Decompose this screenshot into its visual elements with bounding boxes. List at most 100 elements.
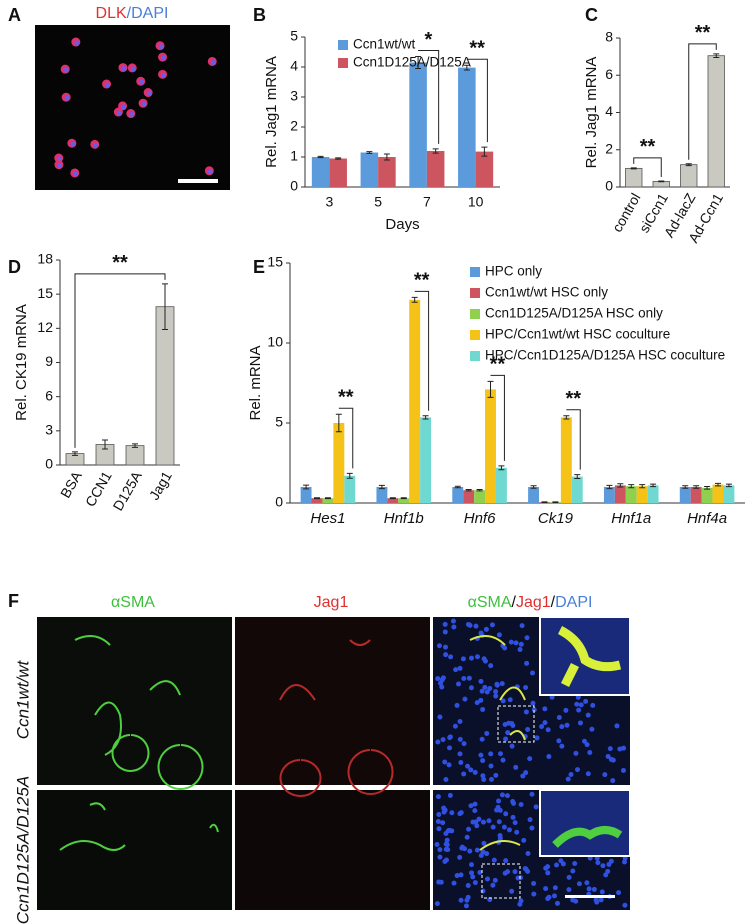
nucleus: [457, 736, 463, 742]
nucleus: [574, 701, 580, 707]
nucleus: [444, 837, 450, 843]
nucleus: [443, 776, 449, 782]
nucleus: [489, 776, 495, 782]
significance-bracket: [414, 290, 430, 411]
nucleus: [483, 626, 489, 632]
nucleus: [564, 722, 570, 728]
nucleus: [523, 770, 529, 776]
micrograph: [37, 617, 232, 785]
nucleus: [161, 55, 167, 61]
nucleus: [505, 869, 511, 875]
y-tick-label: 8: [605, 29, 613, 45]
nucleus: [523, 709, 529, 715]
nucleus: [503, 736, 509, 742]
nucleus: [456, 681, 462, 687]
significance-bracket: [688, 43, 717, 160]
nucleus: [598, 897, 604, 903]
error-bar: [335, 413, 342, 433]
error-bar: [713, 53, 720, 59]
nucleus: [525, 726, 531, 732]
nucleus: [437, 714, 443, 720]
nucleus: [481, 776, 487, 782]
nucleus: [545, 864, 551, 870]
nucleus: [437, 847, 443, 853]
bar: [333, 423, 345, 503]
significance-bracket: [418, 50, 440, 144]
nucleus: [467, 622, 473, 628]
nucleus: [121, 104, 127, 110]
bar: [614, 485, 626, 503]
nucleus: [519, 623, 525, 629]
y-tick-label: 1: [290, 148, 298, 164]
bar: [409, 62, 427, 187]
merge-signal: [469, 635, 526, 851]
nucleus: [441, 809, 447, 815]
nucleus: [531, 891, 537, 897]
bar: [378, 157, 396, 187]
nucleus: [469, 862, 475, 868]
nucleus: [518, 875, 524, 881]
bar: [344, 475, 356, 503]
error-bar: [704, 486, 711, 490]
nucleus: [545, 727, 551, 733]
nucleus: [554, 862, 560, 868]
nucleus: [529, 825, 535, 831]
nucleus: [458, 872, 464, 878]
panel-letter: E: [253, 257, 265, 277]
nucleus: [210, 59, 216, 65]
x-tick-label: Ck19: [538, 510, 574, 527]
x-tick-label: Jag1: [146, 468, 175, 502]
micrograph: [235, 790, 430, 910]
bar: [625, 167, 643, 188]
nucleus: [576, 707, 582, 713]
bar: [426, 151, 445, 187]
nucleus: [517, 647, 523, 653]
error-bar: [487, 380, 494, 398]
nucleus: [459, 845, 465, 851]
x-tick-label: 7: [423, 194, 431, 210]
y-tick-label: 6: [605, 66, 613, 82]
nucleus: [452, 723, 458, 729]
nucleus: [509, 888, 515, 894]
error-bar: [132, 443, 138, 448]
nucleus: [488, 763, 494, 769]
significance-label: **: [338, 386, 354, 408]
nucleus: [447, 745, 453, 751]
error-bar: [422, 415, 429, 420]
nucleus: [620, 767, 626, 773]
y-tick-label: 4: [290, 58, 298, 74]
nucleus: [508, 639, 514, 645]
significance-bracket: [490, 374, 505, 461]
nucleus: [461, 676, 467, 682]
nucleus: [563, 707, 569, 713]
nucleus: [503, 858, 509, 864]
nucleus: [499, 681, 505, 687]
bar: [322, 498, 334, 503]
significance-label: **: [566, 388, 582, 410]
nucleus: [500, 698, 506, 704]
nucleus: [146, 91, 152, 97]
error-bar: [693, 485, 700, 489]
error-bar: [639, 484, 646, 489]
nucleus: [591, 886, 597, 892]
nucleus: [489, 622, 495, 628]
bar: [376, 487, 388, 503]
bar: [387, 498, 399, 503]
nucleus: [533, 804, 539, 810]
error-bar: [552, 501, 559, 504]
bar: [311, 498, 323, 503]
panel-title: DLK/DAPI: [96, 5, 169, 22]
y-tick-label: 2: [290, 118, 298, 134]
nucleus: [617, 746, 623, 752]
y-tick-label: 2: [605, 140, 613, 156]
error-bar: [415, 56, 422, 69]
nucleus: [448, 654, 454, 660]
nucleus: [478, 752, 484, 758]
nucleus: [493, 689, 499, 695]
bar: [360, 152, 379, 187]
legend-label: Ccn1wt/wt: [353, 37, 416, 52]
significance-bracket: [633, 157, 662, 178]
nucleus: [530, 700, 536, 706]
significance-bracket: [338, 407, 354, 469]
